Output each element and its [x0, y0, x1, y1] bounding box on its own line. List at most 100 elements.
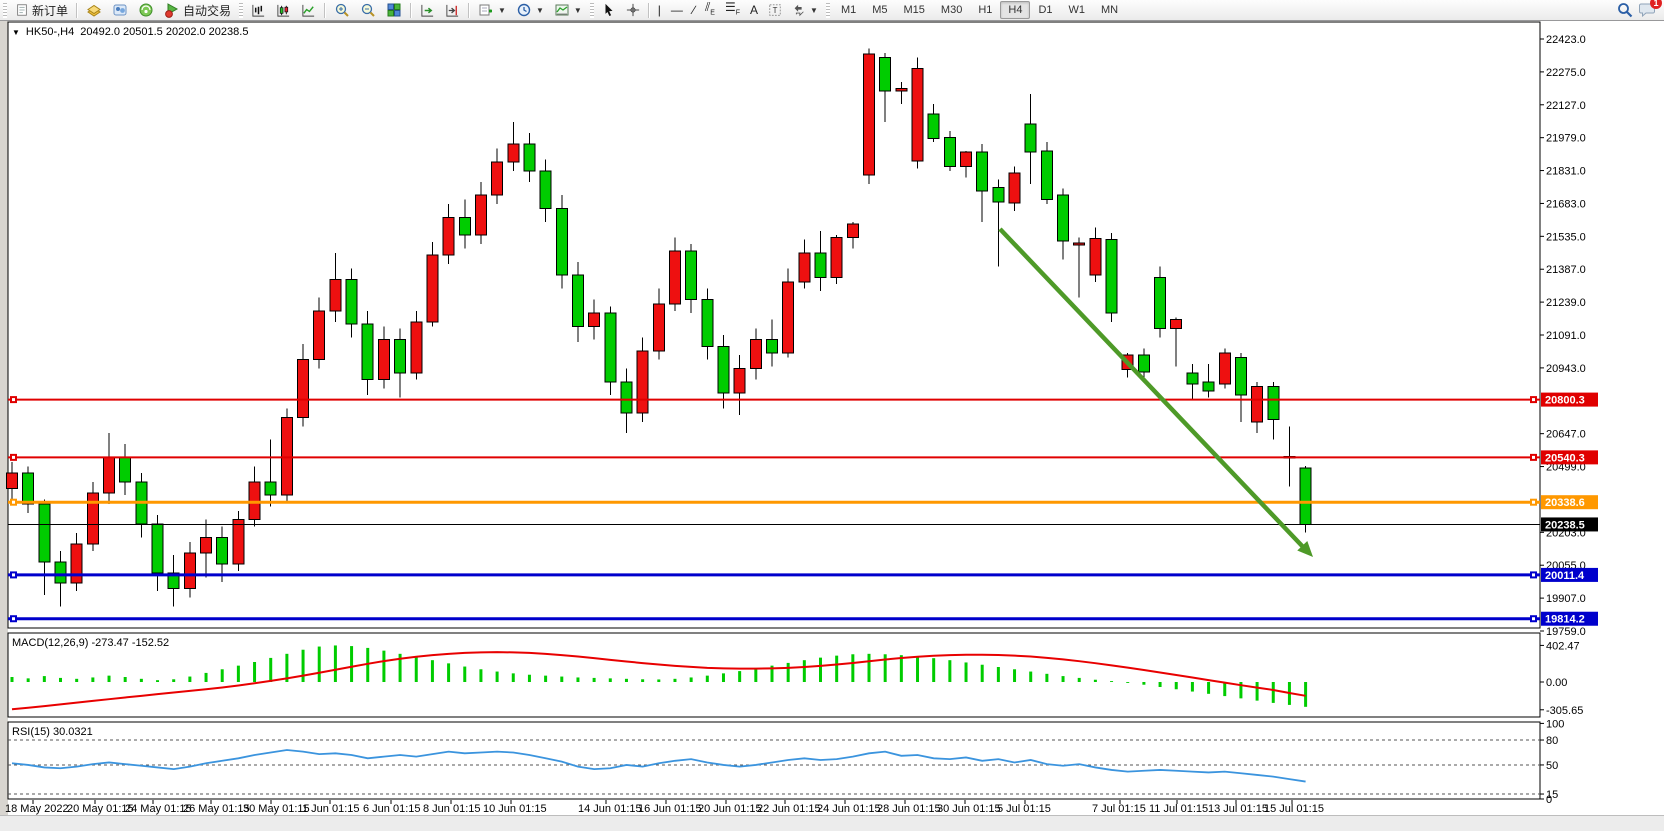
text-button[interactable]: A [745, 1, 763, 19]
candle-body [523, 143, 536, 172]
candle-body [765, 339, 778, 354]
line-chart-button[interactable] [296, 1, 321, 19]
date-axis-label[interactable]: 24 May 01:15 [125, 803, 192, 815]
date-axis-label[interactable]: 6 Jun 01:15 [363, 803, 421, 815]
date-axis-label[interactable]: 16 Jun 01:15 [638, 803, 702, 815]
price-tag-label: 20238.5 [1545, 519, 1585, 531]
date-axis-label[interactable]: 15 Jul 01:15 [1264, 803, 1324, 815]
channel-icon: ⫽E [704, 0, 715, 17]
trend-arrow-head[interactable] [1297, 540, 1313, 557]
zoom-out-icon [361, 3, 375, 17]
new-order-button[interactable]: 新订单 [10, 1, 73, 19]
chevron-down-icon: ▼ [535, 5, 544, 15]
price-axis-label: 22127.0 [1546, 100, 1586, 112]
candle-body [992, 186, 1005, 203]
price-axis-label: 21535.0 [1546, 231, 1586, 243]
candle-body [733, 368, 746, 394]
date-axis-label[interactable]: 1 Jun 01:15 [302, 803, 360, 815]
zoom-out-button[interactable] [355, 1, 381, 19]
channel-button[interactable]: ⫽E [700, 1, 720, 19]
toolbar-grip[interactable] [825, 2, 830, 18]
date-axis-label[interactable]: 10 Jun 01:15 [483, 803, 547, 815]
trendline-button[interactable]: ∕ [688, 1, 700, 19]
zoom-in-button[interactable] [329, 1, 355, 19]
candle-body [1089, 238, 1102, 276]
price-tag-19814.2 [1541, 611, 1598, 626]
tile-windows-button[interactable] [381, 1, 407, 19]
date-axis-label[interactable]: 20 Jun 01:15 [698, 803, 762, 815]
fibonacci-button[interactable]: ☰F [720, 1, 745, 19]
toolbar-grip[interactable] [3, 2, 7, 18]
vline-button[interactable]: | [653, 1, 666, 19]
price-axis-label: 20647.0 [1546, 429, 1586, 441]
macd-panel [7, 632, 1541, 718]
auto-scroll-button[interactable] [415, 1, 440, 19]
candle-body [329, 279, 342, 312]
tf-H1-button[interactable]: H1 [978, 4, 993, 16]
tf-W1-button[interactable]: W1 [1068, 4, 1086, 16]
candle-body [54, 561, 67, 584]
toolbar-grip[interactable] [239, 2, 244, 18]
tf-M1-button[interactable]: M1 [840, 4, 857, 16]
zoom-in-icon [335, 3, 349, 17]
tf-M30-button[interactable]: M30 [940, 4, 963, 16]
tf-D1-button[interactable]: D1 [1038, 4, 1053, 16]
market-watch-button[interactable] [81, 1, 107, 19]
date-axis-label[interactable]: 30 Jun 01:15 [937, 803, 1001, 815]
add-indicator-button[interactable]: ▼ [473, 1, 511, 19]
price-tag-20540.3 [1541, 450, 1598, 465]
periods-button[interactable]: ▼ [511, 1, 549, 19]
date-axis-label[interactable]: 28 Jun 01:15 [877, 803, 941, 815]
trend-arrow-line[interactable] [998, 227, 1307, 551]
candle-body [620, 381, 633, 414]
navigator-button[interactable] [133, 1, 159, 19]
tf-M5-button[interactable]: M5 [872, 4, 888, 16]
date-axis-label[interactable]: 20 May 01:15 [67, 803, 134, 815]
tf-MN-button[interactable]: MN [1101, 4, 1119, 16]
chart-title-dropdown-icon[interactable]: ▼ [12, 27, 20, 37]
date-axis-label[interactable]: 22 Jun 01:15 [757, 803, 821, 815]
date-axis-label[interactable]: 30 May 01:15 [243, 803, 310, 815]
data-window-button[interactable] [107, 1, 133, 19]
price-axis-label: 19907.0 [1546, 593, 1586, 605]
price-axis-label: 19759.0 [1546, 626, 1586, 638]
rsi-axis-label: 50 [1546, 760, 1558, 772]
date-axis-label[interactable]: 7 Jul 01:15 [1092, 803, 1146, 815]
chart-canvas[interactable]: 22423.0 22275.0 22127.0 21979.0 21831.0 21683… [0, 21, 1664, 815]
candle-body [782, 281, 795, 354]
tf-H4-button[interactable]: H4 [1000, 1, 1031, 19]
candle-body [183, 552, 196, 590]
date-axis-label[interactable]: 26 May 01:15 [183, 803, 250, 815]
candle-body [426, 254, 439, 323]
autotrade-button[interactable]: 自动交易 [159, 1, 236, 19]
candle-body [863, 53, 876, 176]
price-axis-label: 21239.0 [1546, 297, 1586, 309]
cursor-button[interactable] [597, 1, 621, 19]
chart-shift-button[interactable] [440, 1, 465, 19]
template-button[interactable]: ▼ [549, 1, 587, 19]
date-axis-label[interactable]: 24 Jun 01:15 [817, 803, 881, 815]
rsi-indicator-label: RSI(15) 30.0321 [12, 726, 93, 738]
date-axis-label[interactable]: 13 Jul 01:15 [1208, 803, 1268, 815]
rsi-axis-label: 80 [1546, 735, 1558, 747]
tf-M15-button[interactable]: M15 [903, 4, 925, 16]
toolbar-grip[interactable] [589, 2, 594, 18]
search-icon[interactable] [1617, 2, 1633, 18]
candle-body [22, 472, 35, 505]
label-button[interactable]: T [763, 1, 787, 19]
crosshair-button[interactable] [621, 1, 645, 19]
bar-chart-button[interactable] [246, 1, 271, 19]
date-axis-label[interactable]: 14 Jun 01:15 [578, 803, 642, 815]
hline-button[interactable]: — [666, 1, 688, 19]
notifications-button[interactable]: 1 [1639, 0, 1662, 20]
candle-body [830, 236, 843, 278]
date-axis-label[interactable]: 5 Jul 01:15 [997, 803, 1051, 815]
arrows-button[interactable]: ▼ [787, 1, 823, 19]
candle-body [313, 310, 326, 361]
date-axis-label[interactable]: 11 Jul 01:15 [1149, 803, 1208, 815]
date-axis-label[interactable]: 18 May 2022 [5, 803, 69, 815]
fibonacci-icon: ☰F [724, 0, 741, 17]
date-axis-label[interactable]: 8 Jun 01:15 [423, 803, 481, 815]
candle-chart-button[interactable] [271, 1, 296, 19]
price-tag-20800.3 [1541, 392, 1598, 407]
